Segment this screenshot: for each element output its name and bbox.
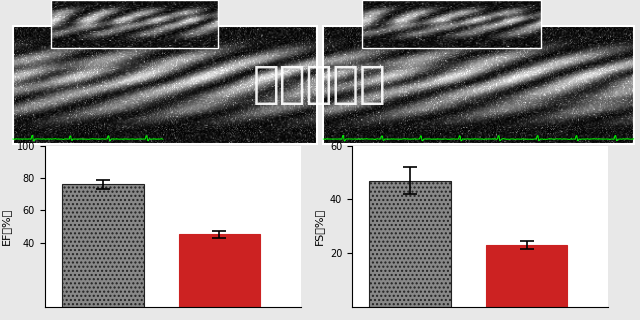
Bar	[362, 0, 541, 48]
Y-axis label: FS（%）: FS（%）	[314, 208, 324, 245]
Bar	[13, 26, 317, 144]
Bar	[323, 26, 634, 144]
Bar	[62, 184, 144, 307]
Bar	[51, 0, 218, 48]
Bar	[486, 245, 567, 307]
Bar	[369, 180, 451, 307]
Text: 英瀏斯生物: 英瀏斯生物	[253, 63, 387, 106]
Bar	[179, 235, 260, 307]
Y-axis label: EF（%）: EF（%）	[1, 208, 11, 245]
